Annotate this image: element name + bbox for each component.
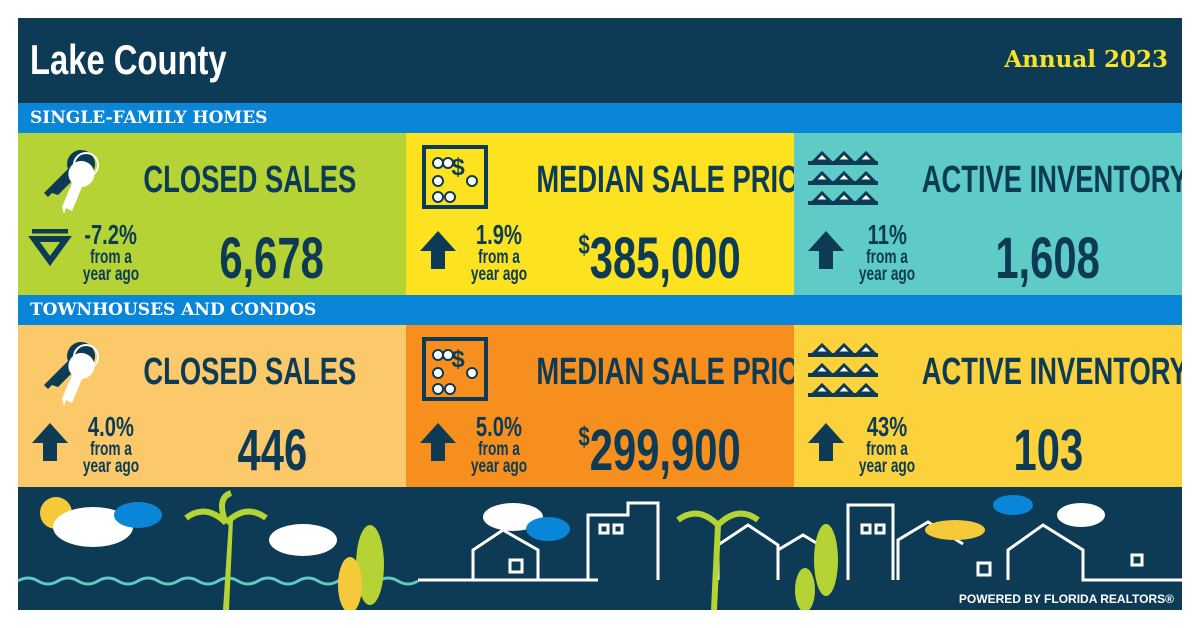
stat-label: CLOSED SALES bbox=[94, 351, 406, 394]
stat-value-text: 1,608 bbox=[996, 225, 1101, 292]
arrow-down bbox=[28, 229, 72, 267]
value: 299,900 bbox=[590, 418, 742, 483]
stat-value-text: $299,900 bbox=[579, 417, 741, 484]
change-percent: -7.2% bbox=[84, 219, 138, 250]
section-band: TOWNHOUSES AND CONDOS bbox=[18, 295, 1182, 325]
value: 446 bbox=[237, 418, 307, 483]
stat-card: ACTIVE INVENTORY 43% from a year ago 103 bbox=[794, 325, 1182, 487]
change: 11% from a year ago bbox=[842, 219, 932, 286]
value: 385,000 bbox=[590, 226, 742, 291]
arrow-up bbox=[32, 423, 68, 461]
stat-card: $ MEDIAN SALE PRICE 5.0% from a year ago $29… bbox=[406, 325, 794, 487]
section-title: TOWNHOUSES AND CONDOS bbox=[30, 300, 317, 320]
stat-value-text: 6,678 bbox=[220, 225, 325, 292]
value: 1,608 bbox=[995, 226, 1101, 291]
stat-label-text: ACTIVE INVENTORY bbox=[921, 351, 1182, 393]
stat-label-text: MEDIAN SALE PRICE bbox=[536, 159, 794, 201]
icon bbox=[808, 342, 878, 397]
change: 5.0% from a year ago bbox=[454, 411, 544, 478]
change-percent: 5.0% bbox=[476, 411, 522, 442]
currency: $ bbox=[578, 421, 591, 452]
stat-value-text: 103 bbox=[1013, 417, 1083, 484]
stat-label: MEDIAN SALE PRICE bbox=[482, 159, 794, 202]
stat-value: 103 bbox=[914, 417, 1182, 484]
stat-label-text: CLOSED SALES bbox=[143, 351, 357, 393]
stat-value-text: $385,000 bbox=[579, 225, 741, 292]
arrow-up bbox=[420, 231, 456, 269]
change-percent: 11% bbox=[867, 219, 907, 250]
stat-card: CLOSED SALES -7.2% from a year ago 6,678 bbox=[18, 133, 406, 295]
scene bbox=[18, 490, 1182, 610]
currency: $ bbox=[578, 229, 591, 260]
stat-value-text: 446 bbox=[237, 417, 307, 484]
icon: $ bbox=[422, 145, 488, 209]
change-note: from a year ago bbox=[858, 247, 916, 286]
change-note: from a year ago bbox=[858, 439, 916, 478]
section-title: SINGLE-FAMILY HOMES bbox=[30, 108, 268, 128]
icon bbox=[44, 149, 99, 214]
stat-value: 6,678 bbox=[138, 225, 406, 292]
stat-value: $385,000 bbox=[526, 225, 794, 292]
icon: $ bbox=[422, 337, 488, 401]
change-note: from a year ago bbox=[470, 247, 528, 286]
change-percent: 4.0% bbox=[88, 411, 134, 442]
stat-label: ACTIVE INVENTORY bbox=[870, 351, 1182, 394]
stat-label: ACTIVE INVENTORY bbox=[870, 159, 1182, 202]
stat-label-text: MEDIAN SALE PRICE bbox=[536, 351, 794, 393]
stat-value: 1,608 bbox=[914, 225, 1182, 292]
credit: POWERED BY FLORIDA REALTORS® bbox=[958, 592, 1174, 606]
value: 103 bbox=[1013, 418, 1083, 483]
arrow-up bbox=[808, 423, 844, 461]
stat-card: CLOSED SALES 4.0% from a year ago 446 bbox=[18, 325, 406, 487]
value: 6,678 bbox=[219, 226, 325, 291]
period: Annual 2023 bbox=[1004, 46, 1168, 73]
stat-label: CLOSED SALES bbox=[94, 159, 406, 202]
change: 1.9% from a year ago bbox=[454, 219, 544, 286]
change: 43% from a year ago bbox=[842, 411, 932, 478]
section-band: SINGLE-FAMILY HOMES bbox=[18, 103, 1182, 133]
stat-card: ACTIVE INVENTORY 11% from a year ago 1,608 bbox=[794, 133, 1182, 295]
change-note: from a year ago bbox=[82, 247, 140, 286]
stat-card: $ MEDIAN SALE PRICE 1.9% from a year ago $38… bbox=[406, 133, 794, 295]
stat-label-text: CLOSED SALES bbox=[143, 159, 357, 201]
stat-label-text: ACTIVE INVENTORY bbox=[921, 159, 1182, 201]
change: 4.0% from a year ago bbox=[66, 411, 156, 478]
infographic: Lake County Annual 2023 SINGLE-FAMILY HO… bbox=[18, 18, 1182, 610]
change-percent: 43% bbox=[866, 411, 908, 442]
icon bbox=[44, 341, 99, 406]
arrow-up bbox=[808, 231, 844, 269]
icon bbox=[808, 150, 878, 205]
stat-value: 446 bbox=[138, 417, 406, 484]
svg-text:$: $ bbox=[451, 346, 465, 373]
stat-value: $299,900 bbox=[526, 417, 794, 484]
change-note: from a year ago bbox=[470, 439, 528, 478]
stat-label: MEDIAN SALE PRICE bbox=[482, 351, 794, 394]
change: -7.2% from a year ago bbox=[66, 219, 156, 286]
change-percent: 1.9% bbox=[476, 219, 522, 250]
title: Lake County bbox=[30, 36, 227, 83]
change-note: from a year ago bbox=[82, 439, 140, 478]
arrow-up bbox=[420, 423, 456, 461]
svg-text:$: $ bbox=[451, 154, 465, 181]
